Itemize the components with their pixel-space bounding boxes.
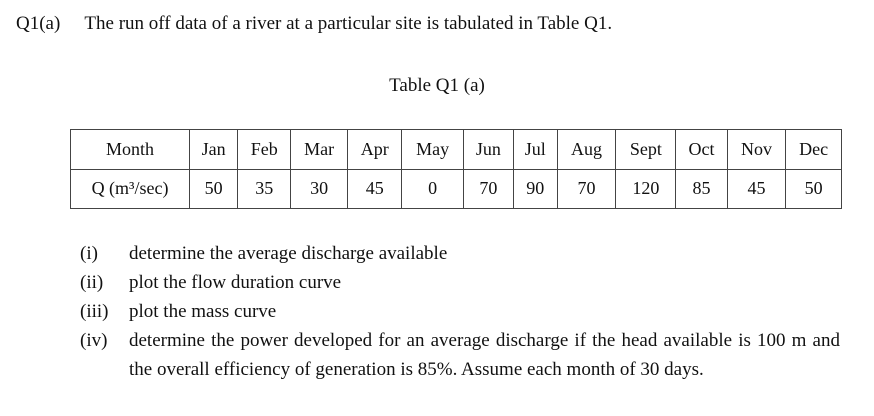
discharge-row: Q (m³/sec) 50 35 30 45 0 70 90 70 120 85… bbox=[70, 168, 842, 209]
discharge-cell: 0 bbox=[401, 168, 464, 209]
item-label: (iii) bbox=[80, 301, 109, 322]
question-item: (i) determine the average discharge avai… bbox=[80, 239, 840, 268]
question-item: (iv) determine the power developed for a… bbox=[80, 326, 840, 384]
runoff-table: Month Jan Feb Mar Apr May Jun Jul Aug Se… bbox=[70, 129, 842, 209]
discharge-cell: 120 bbox=[615, 168, 677, 209]
month-cell: Jan bbox=[188, 129, 239, 170]
discharge-cell: 50 bbox=[188, 168, 239, 209]
discharge-cell: 70 bbox=[462, 168, 514, 209]
discharge-cell: 30 bbox=[290, 168, 349, 209]
month-row: Month Jan Feb Mar Apr May Jun Jul Aug Se… bbox=[70, 129, 842, 170]
question-items: (i) determine the average discharge avai… bbox=[80, 239, 840, 384]
month-cell: Jul bbox=[512, 129, 558, 170]
item-text: determine the power developed for an ave… bbox=[129, 330, 840, 380]
item-label: (i) bbox=[80, 243, 98, 264]
item-text: plot the flow duration curve bbox=[129, 272, 342, 293]
question-text: The run off data of a river at a particu… bbox=[84, 13, 613, 34]
discharge-cell: 45 bbox=[726, 168, 787, 209]
item-label: (iv) bbox=[80, 330, 108, 351]
item-label: (ii) bbox=[80, 272, 104, 293]
question-item: (iii) plot the mass curve bbox=[80, 297, 840, 326]
question-heading: Q1(a) The run off data of a river at a p… bbox=[16, 12, 612, 36]
month-cell: Aug bbox=[556, 129, 617, 170]
month-header: Month bbox=[70, 129, 190, 170]
month-cell: Nov bbox=[726, 129, 787, 170]
discharge-cell: 45 bbox=[347, 168, 403, 209]
discharge-header: Q (m³/sec) bbox=[70, 168, 190, 209]
month-cell: Sept bbox=[615, 129, 677, 170]
discharge-cell: 35 bbox=[237, 168, 292, 209]
discharge-cell: 50 bbox=[785, 168, 842, 209]
item-text: determine the average discharge availabl… bbox=[129, 243, 448, 264]
month-cell: Oct bbox=[675, 129, 728, 170]
month-cell: Jun bbox=[462, 129, 514, 170]
discharge-cell: 70 bbox=[556, 168, 617, 209]
month-cell: Feb bbox=[237, 129, 292, 170]
month-cell: Dec bbox=[785, 129, 842, 170]
month-cell: May bbox=[401, 129, 464, 170]
table-caption: Table Q1 (a) bbox=[389, 75, 485, 96]
discharge-cell: 85 bbox=[675, 168, 728, 209]
question-number: Q1(a) bbox=[16, 13, 61, 34]
item-text: plot the mass curve bbox=[129, 301, 277, 322]
question-item: (ii) plot the flow duration curve bbox=[80, 268, 840, 297]
month-cell: Mar bbox=[290, 129, 349, 170]
discharge-cell: 90 bbox=[512, 168, 558, 209]
month-cell: Apr bbox=[347, 129, 403, 170]
